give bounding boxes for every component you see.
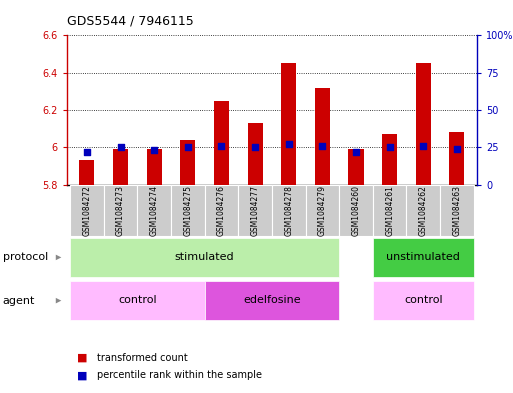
Text: control: control	[404, 295, 443, 305]
Bar	[80, 160, 94, 185]
Point	[352, 149, 360, 155]
Text: GSM1084263: GSM1084263	[452, 185, 461, 236]
Bar	[214, 101, 229, 185]
Text: control: control	[118, 295, 156, 305]
Text: stimulated: stimulated	[175, 252, 234, 262]
Text: ■: ■	[77, 370, 87, 380]
Text: unstimulated: unstimulated	[386, 252, 460, 262]
Text: percentile rank within the sample: percentile rank within the sample	[97, 370, 263, 380]
Point	[386, 144, 394, 151]
Text: GSM1084260: GSM1084260	[351, 185, 361, 236]
Bar	[382, 134, 397, 185]
Point	[419, 143, 427, 149]
Bar	[70, 238, 339, 277]
Bar	[272, 185, 306, 236]
Text: ■: ■	[77, 353, 87, 363]
Bar	[70, 281, 205, 320]
Text: GSM1084278: GSM1084278	[284, 185, 293, 236]
Bar	[247, 123, 263, 185]
Bar	[373, 281, 473, 320]
Bar	[205, 281, 339, 320]
Bar	[171, 185, 205, 236]
Bar	[104, 185, 137, 236]
Text: edelfosine: edelfosine	[243, 295, 301, 305]
Bar	[440, 185, 473, 236]
Point	[218, 143, 226, 149]
Text: GDS5544 / 7946115: GDS5544 / 7946115	[67, 15, 193, 28]
Point	[251, 144, 259, 151]
Text: protocol: protocol	[3, 252, 48, 263]
Text: GSM1084275: GSM1084275	[183, 185, 192, 236]
Bar	[449, 132, 464, 185]
Text: GSM1084276: GSM1084276	[217, 185, 226, 236]
Bar	[70, 185, 104, 236]
Bar	[205, 185, 238, 236]
Point	[116, 144, 125, 151]
Text: GSM1084279: GSM1084279	[318, 185, 327, 236]
Text: GSM1084274: GSM1084274	[150, 185, 159, 236]
Bar	[373, 238, 473, 277]
Bar	[238, 185, 272, 236]
Point	[83, 149, 91, 155]
Bar	[416, 63, 431, 185]
Bar	[281, 63, 297, 185]
Bar	[348, 149, 364, 185]
Text: GSM1084272: GSM1084272	[83, 185, 91, 236]
Bar	[306, 185, 339, 236]
Point	[184, 144, 192, 151]
Text: GSM1084277: GSM1084277	[250, 185, 260, 236]
Bar	[315, 88, 330, 185]
Text: GSM1084273: GSM1084273	[116, 185, 125, 236]
Point	[453, 146, 461, 152]
Point	[285, 141, 293, 147]
Text: GSM1084262: GSM1084262	[419, 185, 428, 236]
Bar	[147, 149, 162, 185]
Bar	[373, 185, 406, 236]
Point	[150, 147, 158, 154]
Text: agent: agent	[3, 296, 35, 306]
Text: transformed count: transformed count	[97, 353, 188, 363]
Bar	[113, 149, 128, 185]
Text: GSM1084261: GSM1084261	[385, 185, 394, 236]
Point	[318, 143, 326, 149]
Bar	[406, 185, 440, 236]
Bar	[180, 140, 195, 185]
Bar	[137, 185, 171, 236]
Bar	[339, 185, 373, 236]
